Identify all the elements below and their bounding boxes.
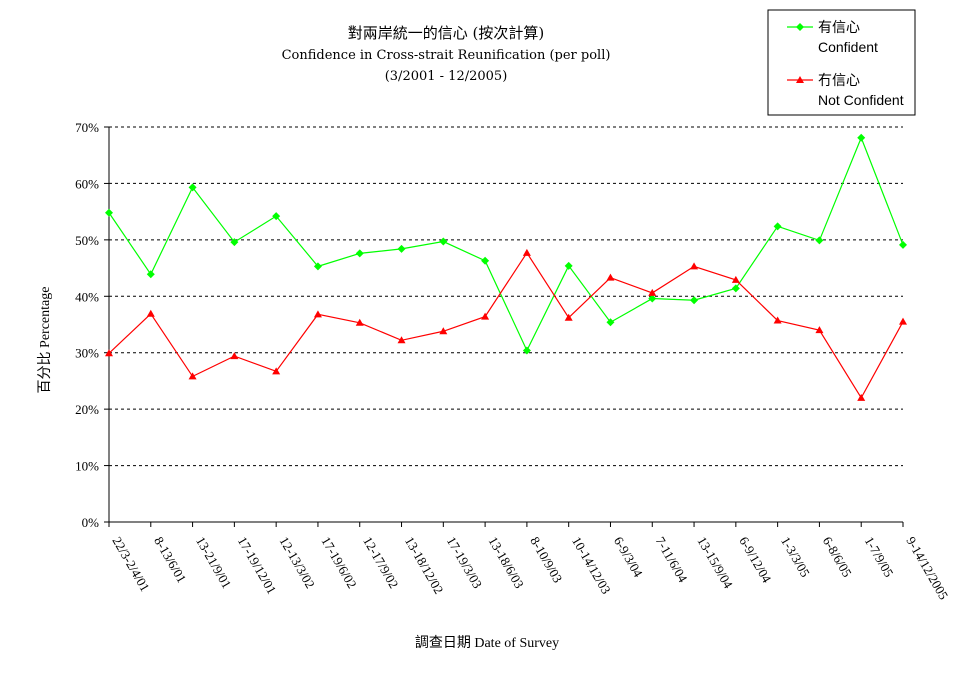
x-tick-label: 9-14/12/2005 (903, 534, 951, 602)
chart-subtitle: Confidence in Cross-strait Reunification… (282, 48, 611, 63)
x-tick-label: 10-14/12/03 (569, 534, 614, 597)
legend-label-confident-zh: 有信心 (818, 19, 860, 35)
x-tick-label: 13-18/6/03 (486, 534, 528, 591)
x-tick-label: 13-15/9/04 (694, 534, 736, 591)
data-point-diamond (731, 284, 740, 293)
data-point-diamond (146, 270, 155, 279)
data-point-diamond (397, 244, 406, 253)
x-tick-label: 8-10/9/03 (527, 534, 565, 585)
x-tick-label: 6-9/3/04 (611, 534, 646, 580)
data-point-diamond (857, 133, 866, 142)
data-point-triangle (146, 309, 155, 317)
data-point-diamond (606, 318, 615, 327)
y-tick-label: 0% (82, 515, 100, 530)
legend-marker-confident (796, 23, 804, 31)
x-tick-label: 6-8/6/05 (820, 534, 855, 580)
data-point-triangle (731, 275, 740, 283)
x-tick-label: 12-13/3/02 (277, 534, 319, 591)
y-tick-label: 20% (75, 402, 99, 417)
legend: 有信心 Confident 冇信心 Not Confident (767, 9, 916, 116)
y-axis-title: 百分比 Percentage (37, 287, 53, 394)
data-point-diamond (313, 262, 322, 271)
y-axis-ticks: 0% 10% 20% 30% 40% 50% 60% 70% (75, 120, 109, 530)
x-tick-label: 6-9/12/04 (736, 534, 775, 586)
x-tick-label: 8-13/6/01 (151, 534, 189, 585)
data-point-triangle (272, 367, 281, 375)
legend-marker-not-confident (796, 76, 804, 83)
data-point-diamond (564, 261, 573, 270)
x-tick-label: 12-17/9/02 (360, 534, 402, 591)
data-point-triangle (564, 313, 573, 321)
legend-label-not-confident-zh: 冇信心 (818, 72, 860, 88)
x-tick-label: 17-19/12/01 (235, 534, 280, 597)
data-point-diamond (522, 346, 531, 355)
legend-label-not-confident-en: Not Confident (818, 92, 904, 108)
data-point-triangle (857, 393, 866, 401)
x-axis-title: 調查日期 Date of Survey (415, 635, 559, 651)
series-line (108, 136, 904, 352)
data-point-triangle (481, 312, 490, 320)
data-point-diamond (355, 249, 364, 258)
y-tick-label: 50% (75, 233, 99, 248)
legend-label-confident-en: Confident (818, 39, 878, 55)
data-point-triangle (397, 336, 406, 344)
data-point-diamond (815, 236, 824, 245)
y-tick-label: 30% (75, 346, 99, 361)
data-point-triangle (773, 316, 782, 324)
axes (108, 127, 903, 523)
x-tick-label: 1-3/3/05 (778, 534, 813, 580)
data-point-diamond (188, 183, 197, 192)
x-axis-ticks: 22/3-2/4/018-13/6/01 13-21/9/01 17-19/12/0… (108, 522, 951, 602)
data-point-triangle (439, 327, 448, 335)
data-point-triangle (690, 262, 699, 270)
y-tick-label: 70% (75, 120, 99, 135)
x-tick-label: 7-11/6/04 (653, 534, 691, 585)
y-tick-label: 10% (75, 459, 99, 474)
data-point-diamond (105, 208, 113, 217)
data-point-triangle (313, 310, 322, 318)
data-point-triangle (899, 317, 907, 325)
data-point-diamond (773, 222, 782, 231)
x-tick-label: 1-7/9/05 (862, 534, 897, 580)
data-point-diamond (272, 212, 281, 221)
data-point-triangle (355, 318, 364, 326)
data-point-triangle (188, 372, 197, 380)
data-point-diamond (481, 256, 490, 265)
data-point-triangle (606, 273, 615, 281)
data-point-diamond (439, 237, 448, 246)
series-line (108, 251, 904, 400)
x-tick-label: 13-21/9/01 (193, 534, 235, 591)
x-tick-label: 17-19/3/03 (444, 534, 486, 591)
series-confident (105, 133, 907, 355)
chart-date-range: (3/2001 - 12/2005) (385, 69, 508, 84)
y-tick-label: 60% (75, 176, 99, 191)
data-point-diamond (899, 240, 907, 249)
data-point-diamond (648, 294, 657, 303)
data-point-triangle (105, 349, 113, 357)
y-tick-label: 40% (75, 289, 99, 304)
data-point-diamond (690, 296, 699, 305)
x-tick-label: 17-19/6/02 (318, 534, 360, 591)
data-series (105, 133, 907, 401)
data-point-diamond (230, 238, 239, 247)
data-point-triangle (648, 288, 657, 296)
x-tick-label: 22/3-2/4/01 (109, 534, 152, 594)
gridlines (109, 126, 903, 467)
data-point-triangle (522, 248, 531, 256)
data-point-triangle (815, 326, 824, 334)
data-point-triangle (230, 352, 239, 360)
x-tick-label: 13-18/12/02 (402, 534, 447, 597)
chart-title: 對兩岸統一的信心 (按次計算) (348, 24, 544, 42)
series-not-confident (105, 248, 907, 401)
